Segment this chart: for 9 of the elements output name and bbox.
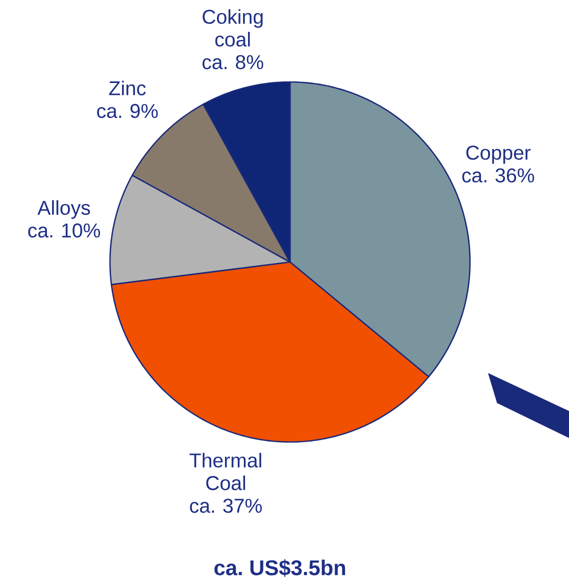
data-label: ca. 8%	[202, 55, 264, 70]
slice-label: Copper	[466, 146, 531, 164]
data-label: ca. 10%	[28, 223, 100, 238]
text: ca. US$3.5bn	[214, 559, 346, 577]
data-label: ca. 37%	[190, 498, 262, 513]
data-label: ca. 9%	[97, 104, 158, 118]
slice-label: Alloys	[37, 200, 90, 219]
slice-label: Zinc	[109, 80, 146, 96]
data-label: ca. 36%	[462, 168, 534, 182]
